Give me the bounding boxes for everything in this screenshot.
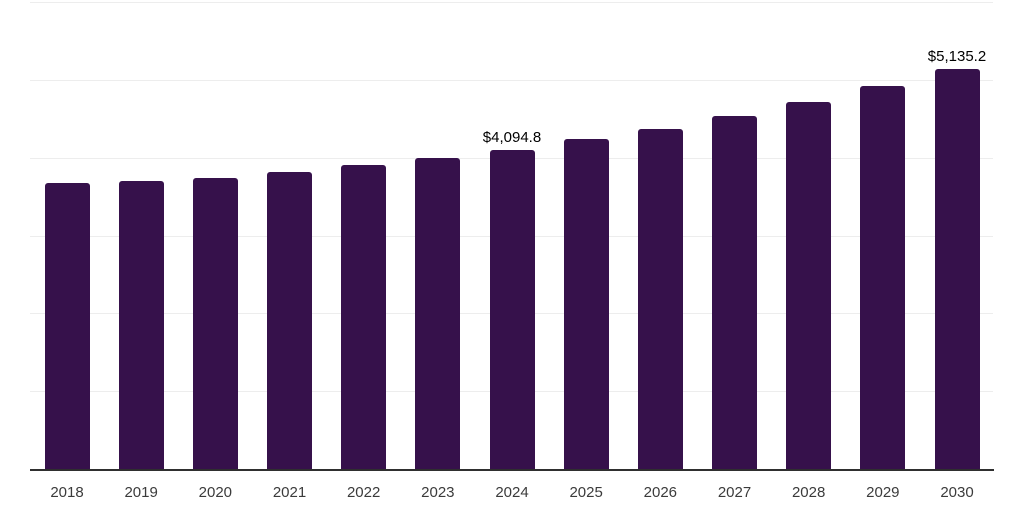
bar-2018: [44, 182, 90, 469]
bar-2028: [786, 102, 832, 469]
bar-2029: [860, 85, 906, 469]
x-tick-label-2029: 2029: [866, 484, 900, 501]
x-tick-label-2023: 2023: [421, 484, 455, 501]
bar-2022: [341, 164, 387, 469]
x-tick-label-2030: 2030: [940, 484, 974, 501]
value-label-2024: $4,094.8: [482, 129, 542, 147]
x-tick-label-2022: 2022: [346, 484, 381, 501]
x-tick-label-2019: 2019: [124, 484, 158, 501]
x-tick-label-2024: 2024: [495, 484, 529, 501]
gridline-6000: [30, 2, 993, 3]
gridline-5000: [30, 79, 993, 81]
bar-2019: [118, 181, 164, 469]
x-tick-label-2026: 2026: [643, 484, 678, 501]
x-tick-label-2025: 2025: [569, 484, 603, 501]
bar-2020: [192, 177, 238, 469]
bar-2024: [489, 150, 535, 469]
x-tick-label-2028: 2028: [791, 484, 826, 501]
bar-2025: [563, 138, 609, 469]
plot-area: $4,094.8 $5,135.2: [30, 0, 994, 471]
bar-2027: [712, 115, 757, 469]
x-axis-line: [30, 469, 994, 471]
bar-2023: [415, 158, 461, 469]
x-axis-labels: 2018 2019 2020 2021 2022 2023 2024 2025 2026 2027…: [0, 484, 1024, 504]
x-tick-label-2027: 2027: [717, 484, 752, 501]
bar-2026: [637, 128, 683, 469]
value-label-2030: $5,135.2: [927, 48, 987, 66]
x-tick-label-2018: 2018: [50, 484, 84, 501]
x-tick-label-2021: 2021: [272, 484, 307, 501]
bar-2030: [934, 69, 980, 469]
bar-2021: [267, 172, 312, 469]
x-tick-label-2020: 2020: [198, 484, 233, 501]
